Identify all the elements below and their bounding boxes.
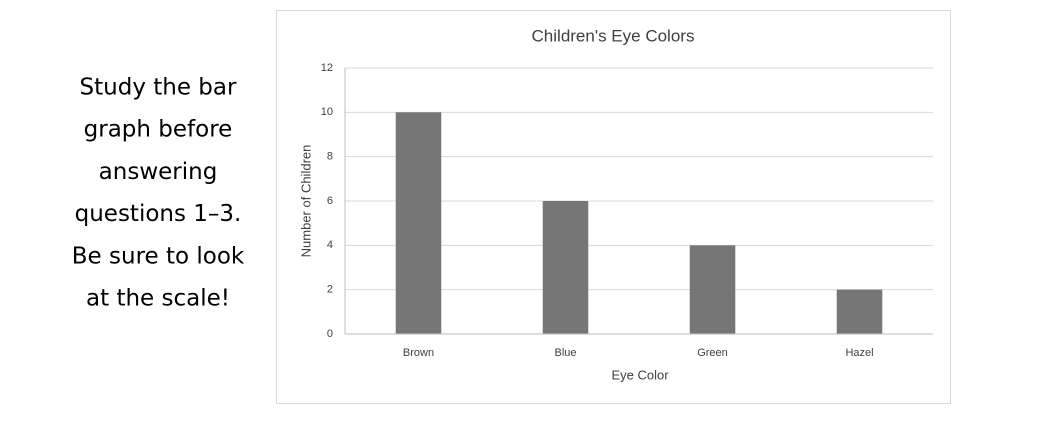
y-axis-label: Number of Children xyxy=(298,145,313,258)
instruction-line: Study the bar xyxy=(80,75,237,101)
chart-frame xyxy=(276,10,951,404)
instruction-line: questions 1–3. xyxy=(75,201,242,227)
bar xyxy=(836,289,883,334)
y-tick-label: 10 xyxy=(321,106,333,118)
instruction-line: graph before xyxy=(84,117,233,143)
x-tick-label: Blue xyxy=(554,347,576,359)
y-tick-label: 0 xyxy=(327,328,333,340)
instruction-line: at the scale! xyxy=(86,286,230,312)
instruction-line: Be sure to look xyxy=(72,243,245,269)
bar xyxy=(395,112,442,334)
y-tick-label: 4 xyxy=(327,239,333,251)
y-tick-label: 6 xyxy=(327,195,333,207)
bar xyxy=(689,245,736,334)
x-tick-label: Green xyxy=(697,347,728,359)
y-tick-label: 12 xyxy=(321,62,333,74)
y-tick-label: 8 xyxy=(327,151,333,163)
instruction-line: answering xyxy=(99,159,218,185)
x-axis-label: Eye Color xyxy=(611,367,669,382)
instructions: Study the bar graph before answering questi… xyxy=(72,75,245,312)
x-tick-label: Hazel xyxy=(845,347,873,359)
x-tick-label: Brown xyxy=(403,347,434,359)
y-tick-label: 2 xyxy=(327,284,333,296)
bar xyxy=(542,201,589,334)
chart-title: Children's Eye Colors xyxy=(532,26,695,45)
